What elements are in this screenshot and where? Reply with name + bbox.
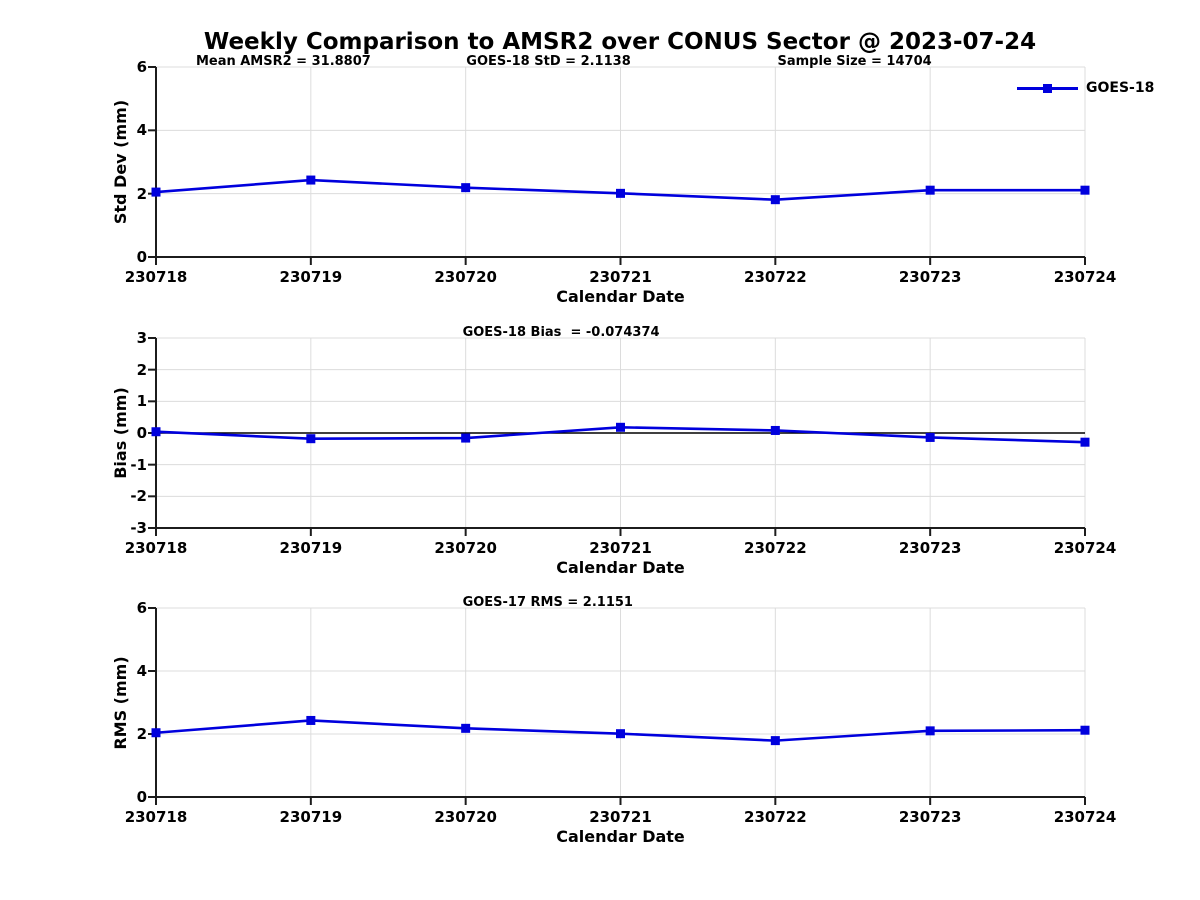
y-axis-label: Bias (mm) (111, 387, 130, 479)
y-tick-label: 1 (136, 392, 147, 411)
data-point-marker (925, 185, 935, 195)
data-point-marker (1080, 437, 1090, 447)
legend-line-sample (1017, 87, 1078, 90)
y-tick-label: 2 (136, 725, 147, 743)
data-point-marker (151, 187, 161, 197)
data-point-marker (770, 425, 780, 435)
x-tick-label: 230719 (279, 808, 343, 826)
y-tick-label: -2 (130, 487, 147, 506)
data-point-marker (151, 427, 161, 437)
data-point-marker (925, 726, 935, 736)
gridlines (155, 607, 1086, 798)
x-tick-label: 230718 (124, 268, 188, 286)
series-line (155, 719, 1086, 742)
series-line (155, 426, 1086, 444)
data-point-marker (1080, 725, 1090, 735)
x-tick-label: 230719 (279, 539, 343, 557)
tick-marks (148, 337, 1086, 536)
data-point-marker (461, 183, 471, 193)
y-tick-label: 2 (136, 360, 147, 379)
x-tick-label: 230722 (744, 268, 807, 286)
x-tick-label: 230723 (898, 539, 962, 557)
y-axis-label: Std Dev (mm) (111, 99, 130, 225)
legend-square-marker-icon (1043, 84, 1052, 93)
x-tick-label: 230718 (124, 808, 188, 826)
data-point-marker (461, 433, 471, 443)
x-tick-label: 230723 (898, 268, 962, 286)
stat-annotation: Mean AMSR2 = 31.8807 (195, 54, 371, 69)
axis-spines (155, 67, 1085, 258)
stat-annotation: GOES-18 StD = 2.1138 (466, 54, 631, 69)
gridlines (155, 337, 1086, 529)
x-axis-label: Calendar Date (556, 827, 685, 846)
x-tick-label: 230721 (589, 268, 652, 286)
data-point-marker (306, 175, 316, 185)
x-axis-label: Calendar Date (556, 287, 685, 306)
y-tick-label: 4 (136, 662, 147, 680)
legend-label: GOES-18 (1086, 80, 1155, 96)
data-point-marker (306, 715, 316, 725)
y-tick-label: 4 (136, 121, 147, 140)
axis-spines (155, 608, 1085, 798)
tick-marks (148, 66, 1086, 265)
x-tick-label: 230724 (1053, 808, 1117, 826)
y-tick-label: 6 (136, 58, 147, 76)
x-tick-label: 230720 (434, 539, 497, 557)
data-point-marker (616, 422, 625, 432)
y-tick-label: 0 (136, 424, 147, 442)
x-tick-label: 230724 (1053, 268, 1117, 286)
series-markers (151, 422, 1090, 447)
data-point-marker (770, 195, 780, 205)
y-tick-label: 2 (136, 184, 147, 203)
x-tick-label: 230723 (898, 808, 962, 826)
x-tick-label: 230718 (124, 539, 188, 557)
y-tick-label: 6 (136, 599, 147, 617)
figure-title: Weekly Comparison to AMSR2 over CONUS Se… (203, 29, 1037, 55)
x-tick-label: 230721 (589, 539, 652, 557)
y-axis-label: RMS (mm) (111, 655, 130, 750)
plot-area (148, 66, 1090, 265)
series-markers (151, 715, 1090, 746)
x-tick-label: 230722 (744, 808, 807, 826)
y-tick-label: 3 (136, 329, 147, 347)
x-tick-label: 230724 (1053, 539, 1117, 557)
plot-area (148, 607, 1090, 805)
gridlines (155, 66, 1086, 258)
data-point-marker (616, 729, 625, 739)
x-tick-label: 230719 (279, 268, 343, 286)
y-tick-label: -1 (130, 455, 147, 474)
series-line (155, 178, 1085, 201)
x-axis-label: Calendar Date (556, 558, 685, 577)
tick-marks (148, 607, 1086, 805)
y-tick-label: 0 (136, 788, 147, 806)
x-tick-label: 230720 (434, 808, 497, 826)
y-tick-label: 0 (136, 248, 147, 266)
stat-annotation: Sample Size = 14704 (777, 54, 932, 69)
x-tick-label: 230721 (589, 808, 652, 826)
x-tick-label: 230720 (434, 268, 497, 286)
plot-area (148, 337, 1090, 536)
data-point-marker (1080, 185, 1090, 195)
data-point-marker (306, 434, 316, 444)
data-point-marker (461, 723, 471, 733)
y-tick-label: -3 (130, 519, 147, 537)
data-point-marker (151, 728, 161, 738)
stat-annotation: GOES-17 RMS = 2.1151 (462, 595, 633, 610)
axis-spines (155, 338, 1085, 529)
data-point-marker (770, 736, 780, 746)
series-markers (151, 175, 1090, 205)
stat-annotation: GOES-18 Bias = -0.074374 (462, 325, 660, 340)
data-point-marker (925, 432, 935, 442)
x-tick-label: 230722 (744, 539, 807, 557)
data-point-marker (616, 188, 625, 198)
